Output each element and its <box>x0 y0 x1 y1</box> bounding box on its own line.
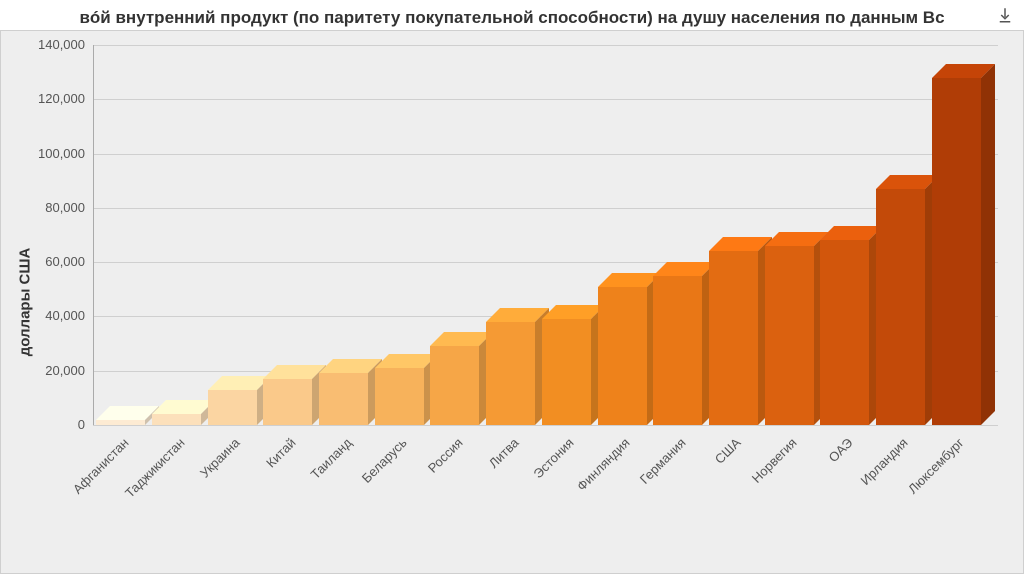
x-tick-label: Эстония <box>531 435 577 481</box>
bar[interactable] <box>765 246 814 425</box>
chart-title: вóй внутренний продукт (по паритету поку… <box>0 4 1024 32</box>
y-tick-label: 20,000 <box>23 363 85 378</box>
x-tick-label: Таиланд <box>307 435 354 482</box>
bar[interactable] <box>375 368 424 425</box>
x-tick-label: Беларусь <box>359 435 410 486</box>
x-tick-label: Литва <box>485 435 521 471</box>
x-tick-label: США <box>712 435 744 467</box>
y-tick-label: 140,000 <box>23 37 85 52</box>
x-tick-label: Ирландия <box>858 435 911 488</box>
bar[interactable] <box>430 346 479 425</box>
x-tick-label: Украина <box>197 435 243 481</box>
bar[interactable] <box>208 390 257 425</box>
bar[interactable] <box>319 373 368 425</box>
y-tick-label: 0 <box>23 417 85 432</box>
x-tick-label: Люксембург <box>905 435 967 497</box>
x-tick-label: Россия <box>425 435 466 476</box>
y-axis-line <box>93 45 94 425</box>
y-tick-label: 120,000 <box>23 91 85 106</box>
bar[interactable] <box>542 319 591 425</box>
bar[interactable] <box>152 414 201 425</box>
y-tick-label: 100,000 <box>23 146 85 161</box>
bar[interactable] <box>820 240 869 425</box>
chart-panel: доллары США 020,00040,00060,00080,000100… <box>0 30 1024 574</box>
bar[interactable] <box>932 78 981 425</box>
gridline <box>93 425 998 426</box>
bar[interactable] <box>653 276 702 425</box>
bar[interactable] <box>598 287 647 425</box>
plot-area <box>93 45 998 425</box>
bar[interactable] <box>709 251 758 425</box>
bar[interactable] <box>96 420 145 425</box>
x-tick-label: Афганистан <box>70 435 132 497</box>
y-tick-label: 40,000 <box>23 308 85 323</box>
x-tick-label: Германия <box>637 435 689 487</box>
x-tick-label: Китай <box>263 435 298 470</box>
y-tick-label: 60,000 <box>23 254 85 269</box>
y-tick-label: 80,000 <box>23 200 85 215</box>
x-tick-label: Норвегия <box>749 435 800 486</box>
x-tick-label: Финляндия <box>574 435 633 494</box>
bar[interactable] <box>876 189 925 425</box>
bar[interactable] <box>263 379 312 425</box>
download-icon[interactable] <box>996 6 1014 24</box>
x-tick-label: ОАЭ <box>825 435 855 465</box>
bar[interactable] <box>486 322 535 425</box>
